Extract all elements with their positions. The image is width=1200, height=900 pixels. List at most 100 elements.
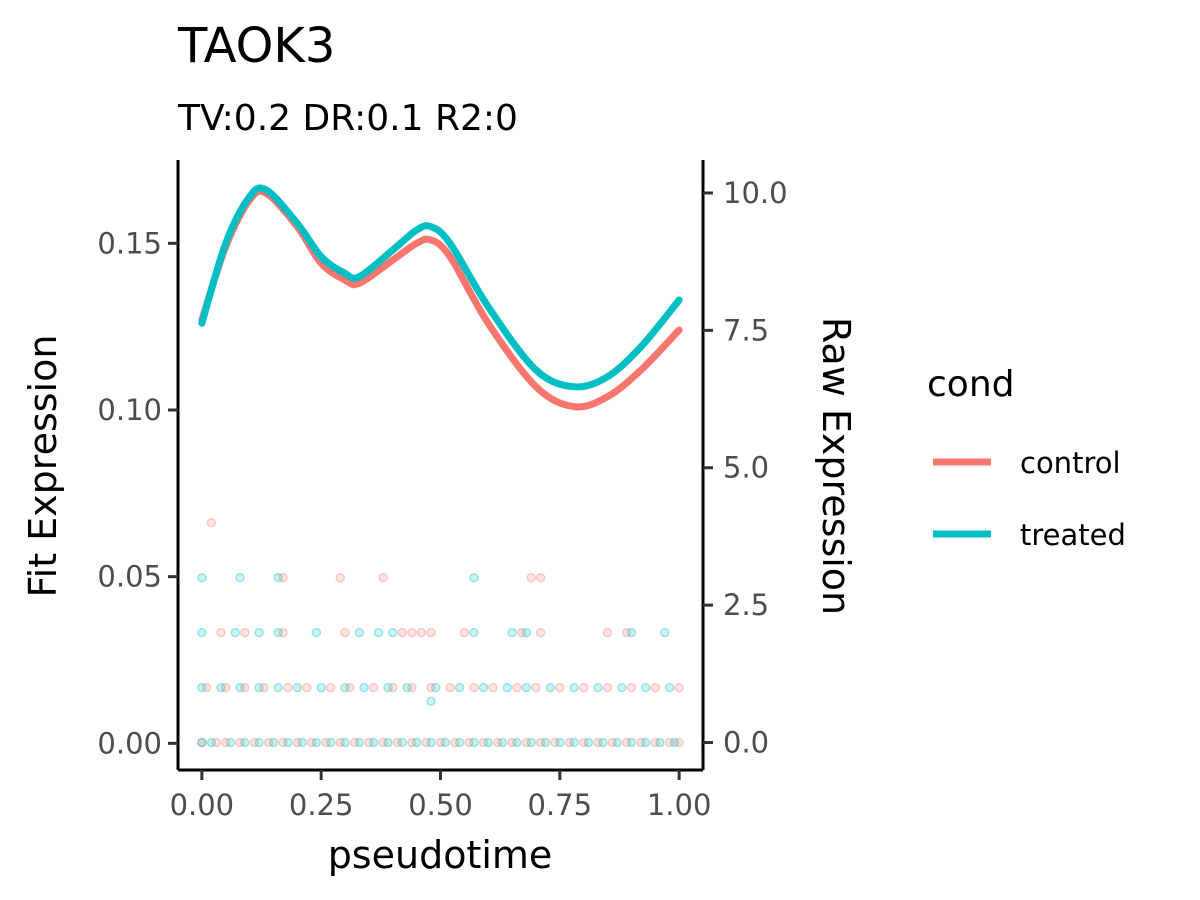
raw-point-control — [278, 737, 288, 748]
x-tick-label: 0.50 — [408, 788, 473, 822]
raw-point-treated — [521, 627, 532, 638]
raw-point-control — [602, 627, 613, 638]
raw-point-control — [521, 737, 532, 748]
raw-point-control — [488, 682, 498, 693]
raw-point-treated — [497, 737, 508, 748]
raw-point-treated — [569, 682, 579, 693]
raw-point-control — [507, 737, 517, 748]
raw-point-control — [283, 682, 293, 693]
raw-point-control — [626, 682, 637, 693]
raw-point-control — [364, 737, 374, 748]
raw-point-treated — [273, 682, 283, 693]
raw-point-treated — [669, 737, 680, 748]
raw-point-control — [335, 737, 346, 748]
y-tick-label: 0.15 — [97, 226, 162, 260]
raw-point-control — [302, 682, 312, 693]
fit-line-treated — [198, 184, 683, 391]
raw-point-treated — [273, 627, 283, 638]
raw-point-control — [345, 682, 355, 693]
y-tick-label: 0.05 — [97, 560, 162, 594]
raw-point-treated — [440, 737, 451, 748]
x-tick-label: 0.00 — [170, 788, 235, 822]
raw-point-treated — [230, 627, 241, 638]
raw-point-control — [478, 737, 489, 748]
raw-point-treated — [660, 627, 670, 638]
chart-title: TAOK3 — [177, 18, 335, 74]
y-right-tick-label: 2.5 — [723, 588, 769, 622]
raw-point-treated — [411, 737, 422, 748]
raw-point-treated — [354, 737, 365, 748]
y-right-tick-label: 10.0 — [723, 176, 788, 210]
raw-point-treated — [197, 572, 207, 583]
raw-point-control — [235, 737, 245, 748]
raw-point-treated — [283, 737, 293, 748]
raw-point-treated — [235, 682, 245, 693]
x-tick-label: 0.75 — [528, 788, 593, 822]
raw-point-control — [607, 737, 618, 748]
raw-point-control — [321, 737, 331, 748]
raw-point-treated — [359, 682, 369, 693]
raw-point-treated — [311, 737, 322, 748]
raw-point-control — [407, 737, 417, 748]
raw-point-treated — [640, 682, 651, 693]
y-right-tick-label: 5.0 — [723, 451, 769, 485]
raw-point-control — [621, 737, 632, 748]
raw-point-treated — [507, 627, 517, 638]
raw-point-treated — [254, 682, 264, 693]
legend: cond control treated — [927, 364, 1126, 552]
raw-point-treated — [655, 737, 665, 748]
raw-point-treated — [325, 737, 336, 748]
raw-point-treated — [483, 737, 493, 748]
raw-point-treated — [254, 627, 264, 638]
raw-point-control — [550, 737, 560, 748]
raw-point-treated — [311, 627, 322, 638]
raw-point-treated — [521, 682, 532, 693]
y-right-tick-label: 7.5 — [723, 313, 769, 347]
raw-point-treated — [502, 682, 513, 693]
raw-point-treated — [426, 696, 436, 707]
chart-subtitle: TV:0.2 DR:0.1 R2:0 — [177, 98, 518, 139]
raw-point-control — [459, 627, 470, 638]
raw-point-control — [392, 737, 403, 748]
raw-point-control — [535, 572, 546, 583]
raw-point-control — [263, 737, 274, 748]
raw-point-treated — [383, 682, 393, 693]
raw-point-treated — [540, 737, 551, 748]
raw-point-treated — [268, 737, 279, 748]
raw-point-treated — [388, 627, 398, 638]
x-axis-title: pseudotime — [328, 833, 553, 877]
raw-point-control — [421, 737, 431, 748]
raw-point-treated — [583, 737, 594, 748]
raw-point-treated — [626, 737, 637, 748]
fit-lines — [198, 184, 683, 411]
y-axis-title: Fit Expression — [21, 335, 65, 598]
raw-point-treated — [240, 737, 250, 748]
raw-point-treated — [316, 682, 326, 693]
raw-point-control — [535, 737, 546, 748]
raw-point-control — [240, 682, 250, 693]
raw-point-treated — [254, 737, 264, 748]
raw-point-control — [674, 682, 684, 693]
raw-point-treated — [545, 682, 556, 693]
raw-point-treated — [273, 572, 283, 583]
raw-point-control — [564, 737, 575, 748]
raw-point-control — [445, 682, 455, 693]
raw-point-control — [516, 627, 527, 638]
raw-points — [197, 517, 684, 748]
raw-point-treated — [402, 682, 412, 693]
legend-label-control: control — [1020, 446, 1121, 480]
raw-point-treated — [640, 737, 651, 748]
raw-point-control — [535, 627, 546, 638]
raw-point-control — [378, 737, 388, 748]
raw-point-control — [216, 627, 226, 638]
raw-point-control — [249, 737, 260, 748]
x-tick-label: 0.25 — [289, 788, 354, 822]
raw-point-treated — [512, 737, 522, 748]
raw-point-treated — [569, 737, 579, 748]
raw-point-treated — [297, 737, 307, 748]
raw-point-control — [435, 737, 446, 748]
raw-point-control — [531, 682, 541, 693]
raw-point-control — [464, 737, 474, 748]
raw-point-treated — [373, 627, 384, 638]
raw-point-control — [325, 682, 336, 693]
